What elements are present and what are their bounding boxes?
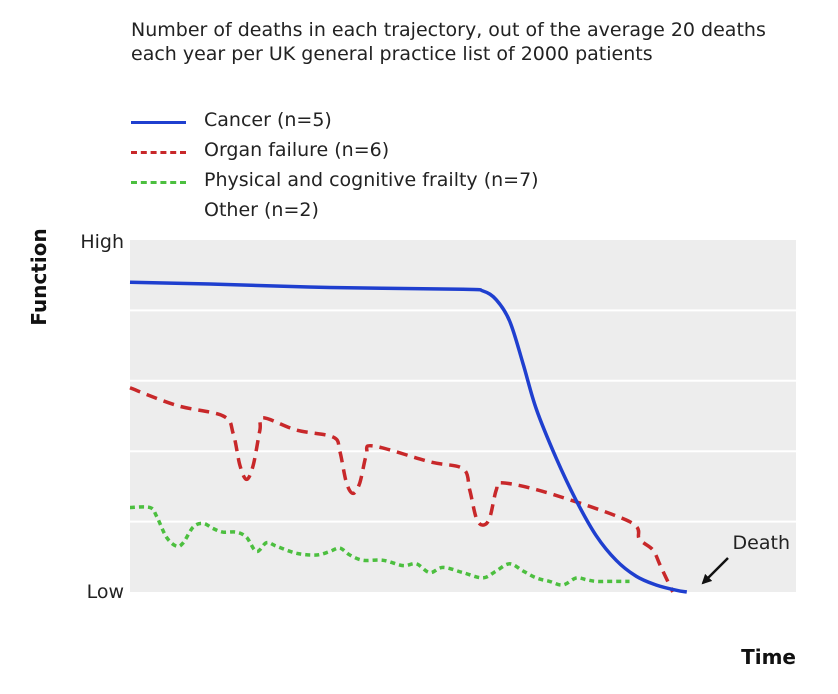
gridlines — [130, 309, 796, 523]
legend-label-frailty: Physical and cognitive frailty (n=7) — [204, 169, 539, 191]
series-line-physical-and-cognitive-frailty — [129, 505, 630, 587]
x-axis-title: Time — [741, 645, 796, 669]
series-line-cancer — [129, 280, 688, 594]
legend-label-organ-failure: Organ failure (n=6) — [204, 139, 390, 161]
chart-title: Number of deaths in each trajectory, out… — [131, 19, 766, 65]
series-layer — [129, 280, 688, 594]
legend-swatch-cancer — [131, 121, 186, 124]
plot-area — [130, 240, 796, 592]
y-tick-high: High — [80, 231, 124, 253]
death-annotation: Death — [733, 532, 790, 554]
y-axis-title: Function — [27, 228, 51, 325]
legend-label-cancer: Cancer (n=5) — [204, 109, 332, 131]
death-arrow — [701, 557, 729, 585]
legend-swatch-organ-failure — [131, 151, 186, 154]
series-line-organ-failure — [129, 386, 675, 593]
legend-label-other: Other (n=2) — [204, 199, 319, 221]
y-tick-low: Low — [87, 581, 124, 603]
legend-swatch-frailty — [131, 181, 186, 184]
